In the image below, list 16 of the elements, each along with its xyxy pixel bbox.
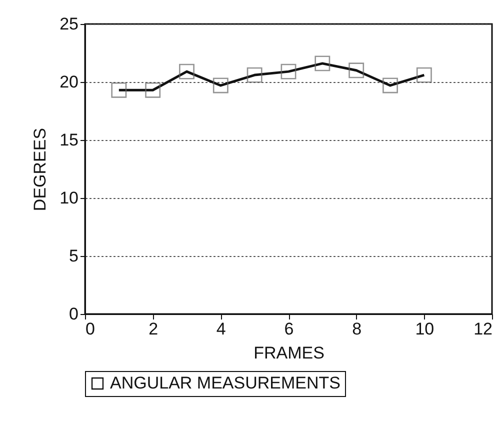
x-tick-label: 6 — [284, 320, 294, 338]
x-tick-label: 12 — [474, 320, 492, 338]
y-tick-label: 20 — [60, 72, 78, 92]
y-tick-label: 0 — [69, 304, 78, 324]
y-tick-label: 5 — [69, 246, 78, 266]
y-tick-label: 15 — [60, 130, 78, 150]
x-tick-label: 8 — [352, 320, 362, 338]
x-tick-label: 2 — [148, 320, 158, 338]
x-tick-label: 10 — [415, 320, 434, 338]
legend-label: ANGULAR MEASUREMENTS — [110, 374, 340, 392]
x-tick-label: 4 — [216, 320, 226, 338]
x-tick-label: 0 — [86, 320, 95, 338]
x-axis-title: FRAMES — [254, 344, 324, 362]
y-tick-label: 25 — [60, 14, 78, 34]
y-axis-title: DEGREES — [30, 128, 50, 212]
y-tick-label: 10 — [60, 188, 78, 208]
